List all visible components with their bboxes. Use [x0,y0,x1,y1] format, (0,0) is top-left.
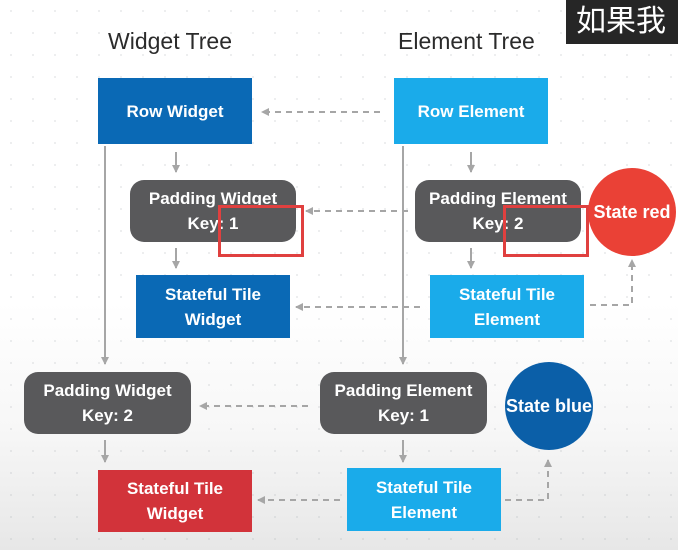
stateful-tile-widget-1-node: Stateful Tile Widget [136,275,290,338]
stateful-tile-widget-1-label: Stateful Tile Widget [164,284,262,329]
state-red-circle: State red [588,168,676,256]
state-blue-label: State blue [505,396,593,416]
widget-tree-heading: Widget Tree [108,28,232,54]
padding-element-1-node: Padding Element Key: 2 [415,180,581,242]
element-tree-heading: Element Tree [398,28,535,54]
state-blue-circle: State blue [505,362,593,450]
state-red-label: State red [593,202,671,222]
stateful-tile-element-1-label: Stateful Tile Element [458,284,556,329]
row-widget-node: Row Widget [98,78,252,144]
link-stateful-element-1-to-state-red [590,259,636,306]
row-widget-label: Row Widget [126,101,224,121]
widget-key-highlight [218,205,304,257]
row-element-label: Row Element [417,101,525,121]
row-element-node: Row Element [394,78,548,144]
element-key-highlight [503,205,589,257]
padding-widget-1-label: Padding Widget Key: 1 [148,189,278,233]
padding-widget-1-node: Padding Widget Key: 1 [130,180,296,242]
stateful-tile-element-2-node: Stateful Tile Element [347,468,501,531]
padding-element-2-label: Padding Element Key: 1 [334,381,473,425]
padding-element-1-label: Padding Element Key: 2 [429,189,567,233]
subtitle-caption: 如果我 [566,0,678,44]
padding-widget-2-label: Padding Widget Key: 2 [43,381,172,425]
stateful-tile-element-1-node: Stateful Tile Element [430,275,584,338]
stateful-tile-element-2-label: Stateful Tile Element [375,477,473,522]
stateful-tile-widget-2-node: Stateful Tile Widget [98,470,252,532]
padding-element-2-node: Padding Element Key: 1 [320,372,487,434]
link-stateful-element-2-to-state-blue [505,459,552,501]
padding-widget-2-node: Padding Widget Key: 2 [24,372,191,434]
stateful-tile-widget-2-label: Stateful Tile Widget [126,479,224,523]
